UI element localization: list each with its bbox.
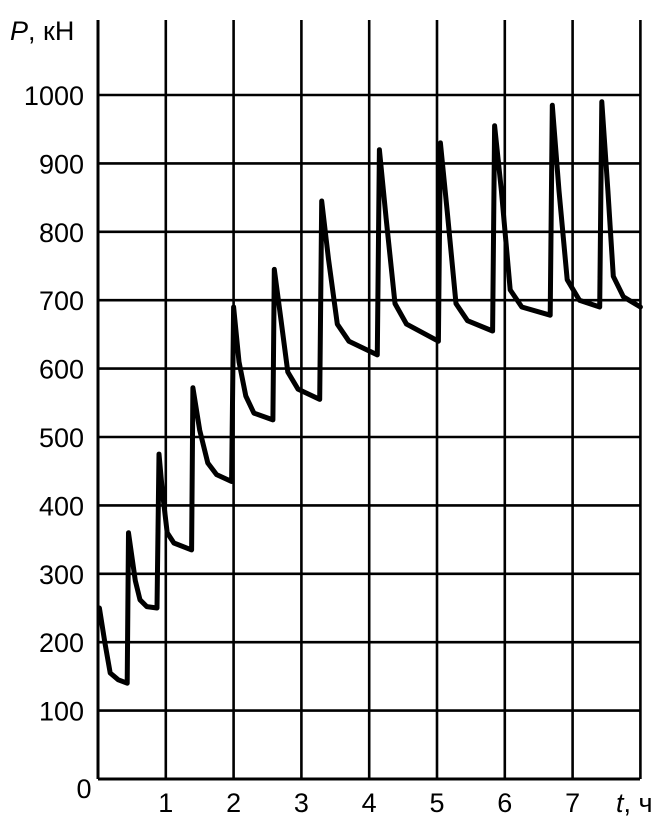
y-tick-label: 400 <box>39 491 84 521</box>
x-tick-label: 4 <box>362 788 377 816</box>
x-axis-label: t, ч <box>616 788 653 816</box>
data-series <box>96 99 643 686</box>
y-tick-label: 600 <box>39 355 84 385</box>
x-tick-label: 2 <box>226 788 241 816</box>
grid-lines <box>98 20 642 779</box>
x-tick-label: 3 <box>294 788 309 816</box>
tick-labels: 100 200 300 400 500 600 700 800 900 1000 0 1 2 3 4 5 6 7 <box>24 81 580 816</box>
y-tick-label: 100 <box>39 697 84 727</box>
y-tick-label: 200 <box>39 628 84 658</box>
y-tick-label: 500 <box>39 423 84 453</box>
x-tick-label: 1 <box>158 788 173 816</box>
load-curve <box>96 99 643 686</box>
x-tick-label: 6 <box>497 788 512 816</box>
y-tick-label: 700 <box>39 286 84 316</box>
y-tick-label: 1000 <box>24 81 84 111</box>
x-tick-label: 5 <box>429 788 444 816</box>
y-tick-label: 900 <box>39 149 84 179</box>
x-tick-label: 7 <box>565 788 580 816</box>
y-tick-label: 800 <box>39 218 84 248</box>
y-tick-label: 300 <box>39 560 84 590</box>
axes <box>96 20 640 781</box>
y-axis-label: P, кН <box>10 16 74 46</box>
x-tick-label: 0 <box>76 774 91 804</box>
